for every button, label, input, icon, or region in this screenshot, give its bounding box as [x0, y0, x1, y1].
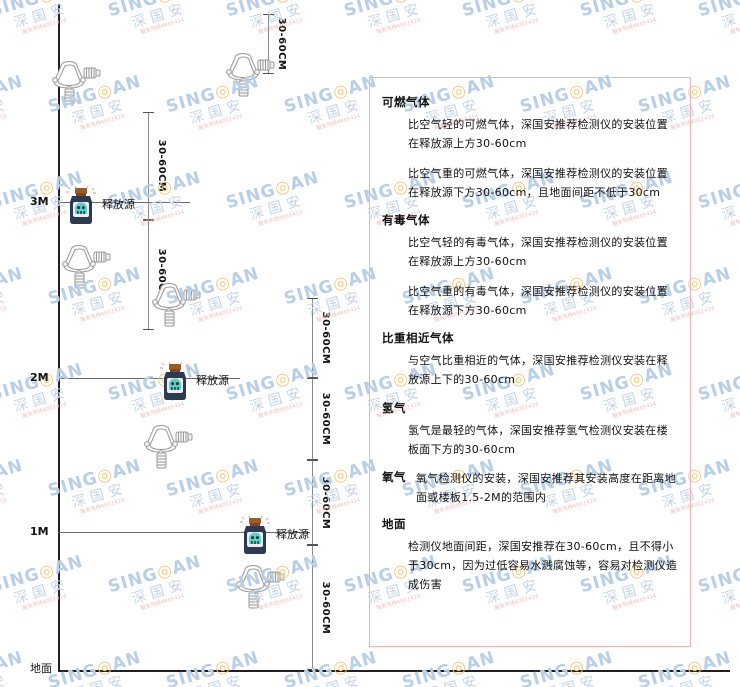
frame-left-wall — [58, 4, 60, 672]
guidance-section-heading: 有毒气体 — [382, 213, 430, 227]
guidance-section-paragraph: 与空气比重相近的气体，深国安推荐检测仪安装在释放源上下的30-60cm — [408, 354, 668, 387]
guidance-section-inline: 氧气 氧气检测仪的安装，深国安推荐其安装高度在距离地面或楼板1.5-2M的范围内 — [382, 469, 678, 508]
dimension-tick-bottom — [307, 459, 318, 460]
guidance-section-paragraph: 比空气重的有毒气体，深国安推荐检测仪的安装位置在释放源下方30-60cm — [408, 284, 668, 317]
level-line-3m — [58, 202, 190, 203]
dimension-stem — [148, 220, 149, 330]
release-source-label: 释放源 — [196, 374, 229, 387]
dimension-tick-bottom — [307, 544, 318, 545]
guidance-section-heading: 可燃气体 — [382, 95, 430, 109]
dimension-stem — [312, 298, 313, 378]
dimension-tick-top — [143, 220, 154, 221]
gas-detector-icon — [232, 560, 288, 612]
gas-detector-icon — [48, 56, 104, 108]
frame-ground-line — [58, 670, 730, 672]
release-source-label: 释放源 — [276, 528, 309, 541]
guidance-section: 氢气 氢气是最轻的气体，深国安推荐氢气检测仪安装在楼板面下方的30-60cm — [382, 400, 678, 460]
dimension-label: 30-60CM — [156, 248, 167, 302]
guidance-section-heading: 地面 — [382, 516, 406, 531]
guidance-section-paragraph: 比空气重的可燃气体，深国安推荐检测仪的安装位置在释放源下方30-60cm，且地面… — [408, 166, 668, 199]
guidance-section-heading: 比重相近气体 — [382, 331, 454, 345]
guidance-section: 有毒气体比空气轻的有毒气体，深国安推荐检测仪的安装位置在释放源上方30-60cm… — [382, 212, 678, 320]
release-source-icon — [238, 516, 272, 556]
ground-label: 地面 — [30, 662, 52, 675]
level-label-1m: 1M — [30, 525, 49, 538]
dimension-stem — [312, 460, 313, 545]
dimension-label: 30-60CM — [276, 17, 287, 71]
dimension-label: 30-60CM — [320, 581, 331, 634]
guidance-section-paragraph: 检测仪地面间距，深国安推荐在30-60cm，且不得小于30cm，因为过低容易水溅… — [408, 539, 678, 592]
dimension-label: 30-60CM — [320, 311, 331, 365]
dimension-tick-bottom — [263, 73, 274, 74]
dimension-tick-bottom — [143, 329, 154, 330]
level-line-1m — [58, 532, 310, 533]
dimension-stem — [312, 545, 313, 670]
dimension-tick-top — [307, 545, 318, 546]
guidance-section-paragraph: 比空气轻的可燃气体，深国安推荐检测仪的安装位置在释放源上方30-60cm — [408, 118, 668, 151]
dimension-tick-top — [263, 14, 274, 15]
dimension-tick-bottom — [307, 377, 318, 378]
gas-detector-icon — [140, 420, 196, 472]
guidance-section-paragraph: 氢气是最轻的气体，深国安推荐氢气检测仪安装在楼板面下方的30-60cm — [408, 423, 668, 456]
dimension-tick-bottom — [307, 669, 318, 670]
dimension-tick-bottom — [143, 219, 154, 220]
guidance-section: 比重相近气体与空气比重相近的气体，深国安推荐检测仪安装在释放源上下的30-60c… — [382, 330, 678, 390]
level-label-2m: 2M — [30, 371, 49, 384]
dimension-label: 30-60CM — [320, 392, 331, 446]
guidance-section-paragraph: 比空气轻的有毒气体，深国安推荐检测仪的安装位置在释放源上方30-60cm — [408, 236, 668, 269]
dimension-tick-top — [307, 298, 318, 299]
dimension-stem — [312, 378, 313, 460]
dimension-tick-top — [307, 378, 318, 379]
guidance-section: 地面 检测仪地面间距，深国安推荐在30-60cm，且不得小于30cm，因为过低容易… — [382, 516, 678, 595]
guidance-section-paragraph: 氧气检测仪的安装，深国安推荐其安装高度在距离地面或楼板1.5-2M的范围内 — [416, 472, 676, 505]
guidance-panel: 可燃气体比空气轻的可燃气体，深国安推荐检测仪的安装位置在释放源上方30-60cm… — [369, 77, 691, 647]
dimension-label: 30-60CM — [156, 139, 167, 193]
dimension-label: 30-60CM — [320, 476, 331, 529]
dimension-stem — [268, 14, 269, 74]
guidance-section-heading: 氧气 — [382, 470, 406, 484]
guidance-section: 可燃气体比空气轻的可燃气体，深国安推荐检测仪的安装位置在释放源上方30-60cm… — [382, 94, 678, 202]
gas-detector-icon — [148, 278, 204, 330]
guidance-section-heading: 氢气 — [382, 400, 406, 415]
level-line-2m — [58, 378, 240, 379]
release-source-icon — [158, 362, 192, 402]
release-source-icon — [64, 186, 98, 226]
dimension-stem — [148, 112, 149, 220]
dimension-tick-top — [307, 460, 318, 461]
gas-detector-icon — [222, 48, 278, 100]
release-source-label: 释放源 — [102, 198, 135, 211]
level-label-3m: 3M — [30, 195, 49, 208]
dimension-tick-top — [143, 112, 154, 113]
gas-detector-icon — [58, 240, 114, 292]
